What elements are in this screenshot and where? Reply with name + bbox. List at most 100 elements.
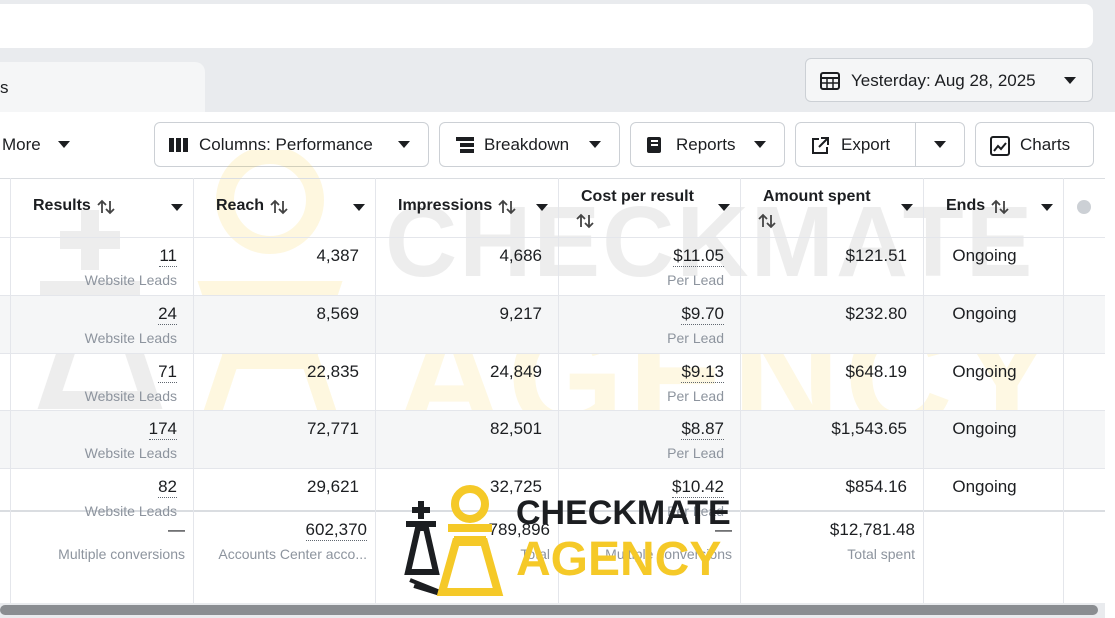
sort-icon[interactable] (758, 213, 776, 229)
header-dropdown[interactable] (536, 204, 548, 211)
cell-amount: $648.19 (845, 362, 907, 381)
add-column-icon[interactable] (1077, 200, 1091, 214)
cell-results[interactable]: 174 (148, 419, 177, 440)
divider (915, 123, 916, 166)
cell-amount: $1,543.65 (831, 419, 907, 438)
cell-cost[interactable]: $9.70 (681, 304, 724, 325)
column-divider (375, 178, 376, 603)
cell-amount: $854.16 (845, 477, 907, 496)
cell-reach: 22,835 (307, 362, 359, 381)
date-button[interactable]: Yesterday: Aug 28, 2025 (805, 58, 1093, 102)
table: Results Reach Impressions Cost per result Am… (0, 178, 1105, 603)
date-label: Yesterday: Aug 28, 2025 (851, 71, 1036, 90)
column-divider (558, 178, 559, 603)
cell-cost[interactable]: $10.42 (672, 477, 724, 498)
cell-impressions: 4,686 (499, 246, 542, 265)
cell-reach: 4,387 (316, 246, 359, 265)
breakdown-label: Breakdown (484, 135, 570, 154)
sort-icon[interactable] (991, 199, 1009, 215)
cell-reach: 29,621 (307, 477, 359, 496)
cell-cost[interactable]: $8.87 (681, 419, 724, 440)
tab-label: s (0, 78, 9, 97)
sort-icon[interactable] (576, 213, 594, 229)
cell-reach: 72,771 (307, 419, 359, 438)
cell-ends: Ongoing (952, 362, 1017, 381)
header-row-border (0, 178, 1105, 179)
column-divider (740, 178, 741, 603)
cell-cost-sub: Per Lead (667, 503, 724, 519)
cell-cost-sub: Per Lead (667, 330, 724, 346)
search-bar[interactable] (0, 4, 1093, 48)
header-dropdown[interactable] (171, 204, 183, 211)
footer-results: — (168, 520, 185, 539)
logo: CHECKMATE AGENCY (400, 482, 745, 597)
sort-icon[interactable] (97, 199, 115, 215)
more-label[interactable]: More (2, 135, 41, 154)
cell-ends: Ongoing (952, 304, 1017, 323)
column-divider (193, 178, 194, 603)
dropdown-arrow (398, 141, 410, 148)
column-header[interactable]: Cost per result (581, 188, 694, 205)
cell-ends: Ongoing (952, 477, 1017, 496)
cell-results-sub: Website Leads (84, 445, 177, 461)
header-dropdown[interactable] (353, 204, 365, 211)
scrollbar[interactable] (0, 605, 1098, 615)
footer-amount: $12,781.48 (829, 520, 915, 539)
cell-ends: Ongoing (952, 246, 1017, 265)
column-header[interactable]: Impressions (398, 197, 493, 214)
cell-ends: Ongoing (952, 419, 1017, 438)
column-header[interactable]: Reach (216, 197, 265, 214)
charts-label: Charts (1020, 135, 1071, 154)
cell-cost-sub: Per Lead (667, 445, 724, 461)
column-header[interactable]: Ends (946, 197, 986, 214)
reports-label: Reports (676, 135, 736, 154)
footer-cost: — (715, 520, 732, 539)
export-icon (812, 137, 829, 154)
sort-icon[interactable] (270, 199, 288, 215)
sort-icon[interactable] (498, 199, 516, 215)
table-row[interactable] (0, 237, 1105, 296)
cell-amount: $232.80 (845, 304, 907, 323)
reports-button[interactable]: Reports (630, 122, 785, 167)
footer-impressions: 789,896 (488, 520, 550, 539)
calendar-icon (820, 72, 840, 90)
header-dropdown[interactable] (1041, 204, 1053, 211)
column-header[interactable]: Results (33, 197, 91, 214)
breakdown-icon (456, 137, 474, 153)
charts-button[interactable]: Charts (975, 122, 1094, 167)
footer-results-sub: Multiple conversions (58, 546, 185, 562)
dropdown-arrow (1064, 77, 1076, 84)
panel-edge (1105, 112, 1115, 618)
breakdown-button[interactable]: Breakdown (439, 122, 620, 167)
cell-cost-sub: Per Lead (667, 388, 724, 404)
column-divider (1063, 178, 1064, 603)
cell-results[interactable]: 11 (159, 246, 177, 267)
cell-reach: 8,569 (316, 304, 359, 323)
logo-line1: CHECKMATE (516, 494, 731, 532)
cell-results[interactable]: 82 (158, 477, 177, 498)
columns-button[interactable]: Columns: Performance (154, 122, 429, 167)
cell-cost[interactable]: $9.13 (681, 362, 724, 383)
table-row[interactable] (0, 353, 1105, 411)
cell-results[interactable]: 24 (158, 304, 177, 325)
column-header[interactable]: Amount spent (763, 188, 871, 205)
columns-label: Columns: Performance (199, 135, 373, 154)
footer-cost-sub: Multiple conversions (605, 546, 732, 562)
header-dropdown[interactable] (901, 204, 913, 211)
table-row[interactable] (0, 468, 1105, 511)
cell-cost-sub: Per Lead (667, 272, 724, 288)
cell-cost[interactable]: $11.05 (673, 246, 724, 267)
footer-impressions-sub: Total (520, 546, 550, 562)
cell-results[interactable]: 71 (158, 362, 177, 383)
logo-icon (404, 485, 504, 596)
table-row[interactable] (0, 295, 1105, 354)
footer-reach-sub: Accounts Center acco... (218, 546, 367, 562)
cell-impressions: 24,849 (490, 362, 542, 381)
footer-reach: 602,370 (305, 520, 367, 541)
cell-results-sub: Website Leads (84, 272, 177, 288)
header-dropdown[interactable] (718, 204, 730, 211)
cell-impressions: 32,725 (490, 477, 542, 496)
table-row[interactable] (0, 410, 1105, 469)
export-button[interactable]: Export (795, 122, 965, 167)
cell-impressions: 9,217 (499, 304, 542, 323)
